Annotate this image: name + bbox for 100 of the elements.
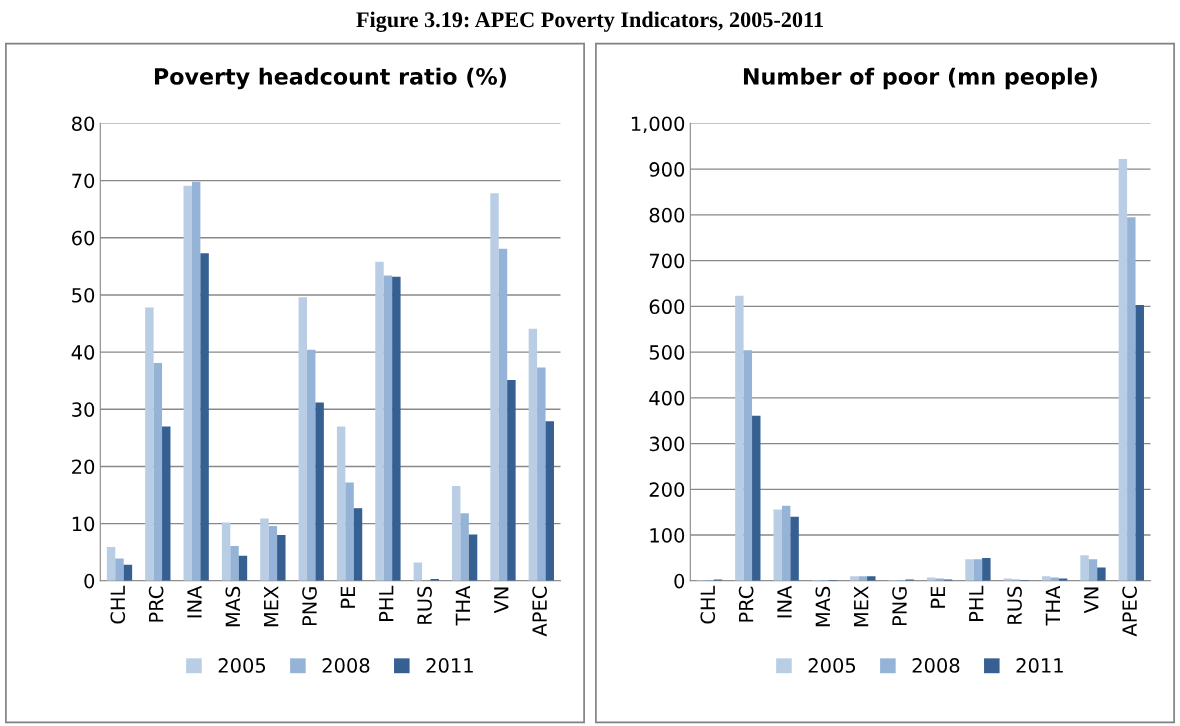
bar bbox=[191, 181, 201, 581]
x-tick-label: PRC bbox=[148, 586, 164, 622]
bar bbox=[106, 547, 116, 581]
y-tick-label: 10 bbox=[72, 516, 95, 532]
bar bbox=[298, 297, 308, 581]
x-tick-label: CHL bbox=[700, 585, 716, 624]
x-tick-label: PHL bbox=[969, 585, 984, 621]
bar bbox=[773, 509, 782, 581]
x-tick-label: RUS bbox=[417, 586, 432, 624]
bar bbox=[1088, 559, 1098, 581]
bar bbox=[460, 513, 469, 581]
y-tick-label: 300 bbox=[649, 436, 685, 452]
x-tick-label: MAS bbox=[225, 586, 241, 627]
x-tick-label: PE bbox=[930, 586, 945, 608]
bar bbox=[392, 276, 401, 581]
y-tick-label: 100 bbox=[650, 528, 685, 543]
bar bbox=[752, 415, 761, 581]
bar bbox=[545, 421, 554, 581]
legend-label: 2011 bbox=[1016, 658, 1063, 673]
legend-label: 2005 bbox=[808, 658, 856, 673]
y-tick-label: 700 bbox=[649, 253, 685, 269]
bar bbox=[1080, 555, 1089, 581]
bar bbox=[183, 185, 192, 581]
legend-label: 2008 bbox=[322, 658, 370, 673]
bar bbox=[1127, 217, 1136, 581]
y-tick-label: 0 bbox=[674, 573, 685, 589]
bar bbox=[230, 545, 239, 581]
x-tick-label: VN bbox=[1084, 587, 1099, 614]
bar bbox=[735, 295, 744, 581]
caption: Figure 3.19: APEC Poverty Indicators, 2005-2011 bbox=[356, 11, 823, 32]
bar bbox=[451, 485, 461, 581]
bar bbox=[268, 525, 278, 581]
bar bbox=[965, 559, 974, 581]
x-tick-label: MAS bbox=[815, 586, 831, 627]
bar bbox=[850, 576, 859, 581]
x-tick-label: PNG bbox=[892, 587, 907, 626]
bar bbox=[528, 328, 538, 581]
bar bbox=[1118, 159, 1128, 581]
bar bbox=[490, 193, 499, 581]
chart-title: Number of poor (mn people) bbox=[743, 67, 1097, 90]
bar bbox=[315, 402, 324, 581]
bar bbox=[537, 367, 546, 581]
y-tick-label: 900 bbox=[649, 162, 685, 177]
x-tick-label: APEC bbox=[1122, 586, 1137, 637]
bar bbox=[743, 350, 753, 581]
x-tick-label: MEX bbox=[854, 586, 869, 627]
bar bbox=[238, 555, 248, 581]
bar bbox=[375, 261, 384, 581]
y-tick-label: 800 bbox=[649, 207, 685, 223]
y-tick-label: 200 bbox=[649, 482, 685, 497]
x-tick-label: MEX bbox=[264, 586, 279, 627]
x-tick-label: PE bbox=[340, 586, 355, 608]
y-tick-label: 50 bbox=[72, 287, 95, 303]
x-tick-label: INA bbox=[187, 585, 202, 618]
bar bbox=[383, 275, 393, 581]
y-tick-label: 500 bbox=[649, 345, 685, 360]
x-tick-label: INA bbox=[777, 585, 792, 618]
bar bbox=[200, 253, 209, 581]
chart-title: Poverty headcount ratio (%) bbox=[154, 67, 506, 90]
y-tick-label: 400 bbox=[649, 390, 685, 406]
bar bbox=[260, 518, 269, 581]
legend-label: 2005 bbox=[218, 658, 266, 673]
bar bbox=[345, 482, 354, 581]
bar bbox=[507, 380, 516, 581]
y-tick-label: 600 bbox=[649, 299, 685, 315]
y-tick-label: 20 bbox=[72, 459, 95, 475]
x-tick-label: PHL bbox=[379, 585, 394, 621]
bar bbox=[790, 516, 799, 581]
bar bbox=[973, 559, 983, 581]
y-tick-label: 60 bbox=[72, 230, 95, 246]
y-tick-label: 80 bbox=[72, 116, 95, 132]
x-tick-label: THA bbox=[1045, 585, 1060, 626]
bar bbox=[1097, 567, 1106, 581]
y-tick-label: 40 bbox=[71, 345, 95, 360]
bar bbox=[781, 505, 791, 581]
bar bbox=[162, 426, 171, 581]
y-tick-label: 1,000 bbox=[631, 116, 685, 134]
x-tick-label: PNG bbox=[302, 587, 317, 626]
bar bbox=[145, 307, 154, 581]
y-tick-label: 0 bbox=[84, 573, 95, 589]
bar bbox=[982, 557, 991, 581]
bar bbox=[307, 349, 316, 581]
bar bbox=[115, 558, 124, 581]
bar bbox=[498, 248, 508, 581]
x-tick-label: CHL bbox=[110, 585, 126, 624]
bar bbox=[221, 522, 231, 581]
bar bbox=[468, 534, 478, 581]
x-tick-label: THA bbox=[455, 585, 470, 626]
bar bbox=[336, 426, 346, 581]
x-tick-label: PRC bbox=[738, 586, 754, 622]
bar bbox=[867, 576, 876, 581]
bar bbox=[1135, 305, 1144, 581]
bar bbox=[353, 508, 363, 581]
y-tick-label: 30 bbox=[72, 402, 95, 417]
x-tick-label: VN bbox=[494, 587, 509, 614]
x-tick-label: APEC bbox=[532, 586, 547, 637]
x-tick-label: RUS bbox=[1007, 586, 1022, 624]
y-tick-label: 70 bbox=[72, 173, 95, 189]
bar bbox=[153, 362, 163, 581]
legend-label: 2008 bbox=[912, 658, 960, 673]
